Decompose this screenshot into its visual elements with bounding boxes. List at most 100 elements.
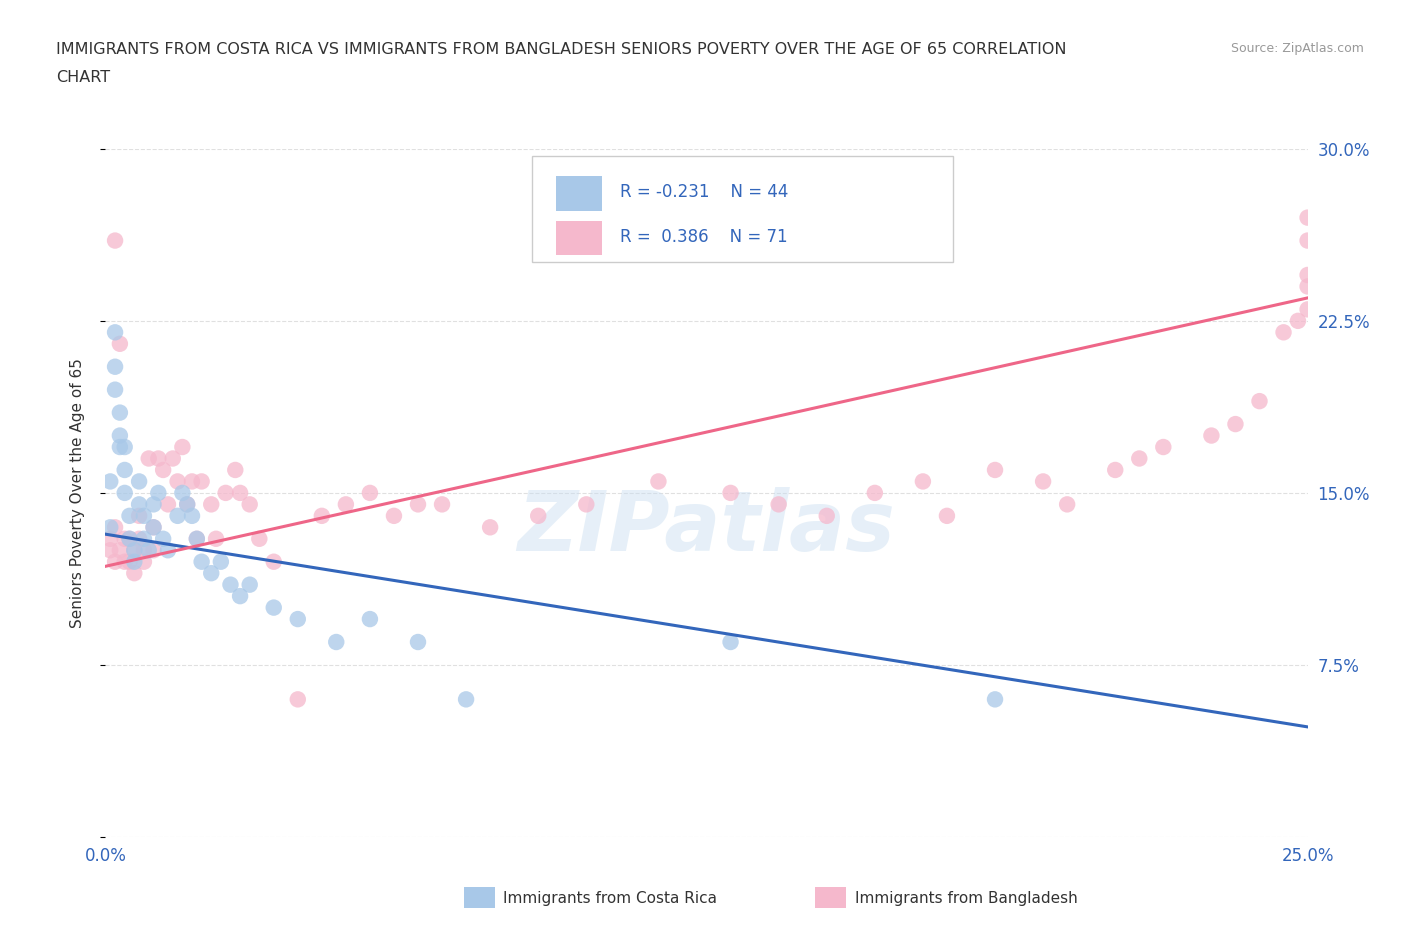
Text: Immigrants from Bangladesh: Immigrants from Bangladesh [855,891,1077,906]
Point [229,589,252,604]
Point [190,474,212,489]
Point [1296,302,1319,317]
Text: IMMIGRANTS FROM COSTA RICA VS IMMIGRANTS FROM BANGLADESH SENIORS POVERTY OVER TH: IMMIGRANTS FROM COSTA RICA VS IMMIGRANTS… [56,42,1067,57]
Point [156,497,179,512]
Point [984,462,1007,477]
Text: Source: ZipAtlas.com: Source: ZipAtlas.com [1230,42,1364,55]
Point [132,509,155,524]
Point [200,565,222,580]
Point [124,543,146,558]
Point [200,497,222,512]
Point [239,497,262,512]
Point [118,531,141,546]
Point [128,497,150,512]
Point [128,474,150,489]
Point [1296,233,1319,248]
Point [162,451,184,466]
Point [104,325,127,339]
Point [911,474,934,489]
Point [98,474,121,489]
Point [104,233,127,248]
Point [287,612,309,627]
Point [1104,462,1126,477]
Text: R = -0.231    N = 44: R = -0.231 N = 44 [620,183,789,201]
FancyBboxPatch shape [557,177,602,211]
Point [1286,313,1309,328]
Point [287,692,309,707]
Point [359,612,381,627]
Point [181,509,204,524]
Point [205,531,228,546]
Point [166,509,188,524]
Point [114,485,136,500]
Point [132,531,155,546]
Point [114,440,136,455]
Point [359,485,381,500]
Point [104,554,127,569]
Point [430,497,453,512]
Point [214,485,236,500]
Point [575,497,598,512]
Point [108,440,131,455]
Point [124,554,146,569]
Point [209,554,232,569]
Point [863,485,886,500]
Point [124,565,146,580]
Point [124,543,146,558]
Point [219,578,242,592]
Point [128,531,150,546]
Point [172,440,194,455]
Point [335,497,357,512]
Point [176,497,198,512]
Point [224,462,246,477]
Point [138,543,160,558]
Text: Immigrants from Costa Rica: Immigrants from Costa Rica [503,891,717,906]
Point [1128,451,1150,466]
Point [108,405,131,420]
Point [325,634,347,649]
Point [148,451,170,466]
Point [104,382,127,397]
Point [406,634,429,649]
Point [984,692,1007,707]
Point [108,543,131,558]
Point [114,462,136,477]
Point [98,543,121,558]
Point [138,451,160,466]
Text: ZIPatlas: ZIPatlas [517,486,896,568]
Point [1296,210,1319,225]
Point [1296,268,1319,283]
Point [186,531,208,546]
Point [190,554,212,569]
Point [247,531,270,546]
Point [156,543,179,558]
Point [815,509,838,524]
Point [263,554,285,569]
Point [1296,279,1319,294]
Point [152,462,174,477]
Point [1249,393,1271,408]
Point [128,509,150,524]
Point [172,485,194,500]
Point [104,359,127,374]
FancyBboxPatch shape [533,155,953,262]
Point [229,485,252,500]
Point [647,474,669,489]
Point [1056,497,1078,512]
Point [181,474,204,489]
Point [1152,440,1174,455]
Point [936,509,959,524]
Point [142,497,165,512]
Text: CHART: CHART [56,70,110,85]
Point [406,497,429,512]
Point [142,520,165,535]
Point [108,337,131,352]
Point [1201,428,1223,443]
Point [152,531,174,546]
Point [720,485,742,500]
Point [142,520,165,535]
Point [132,554,155,569]
Point [186,531,208,546]
Point [142,543,165,558]
Point [104,520,127,535]
